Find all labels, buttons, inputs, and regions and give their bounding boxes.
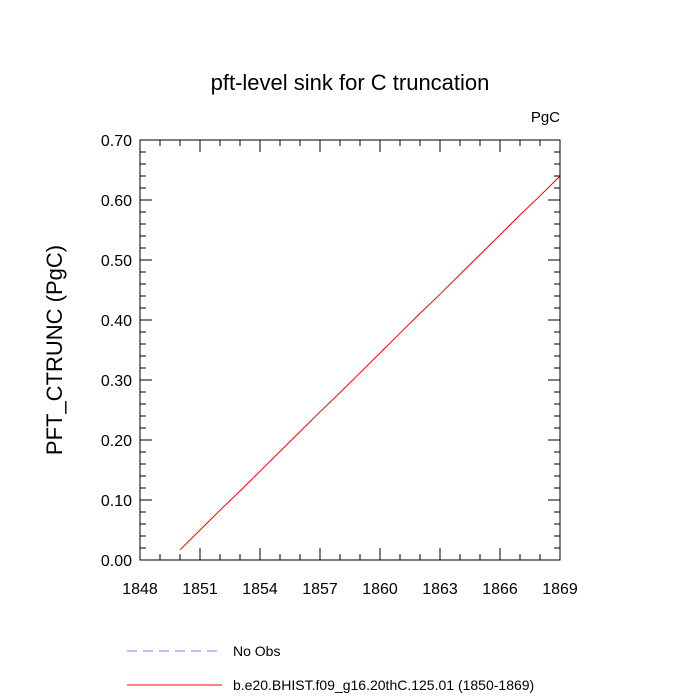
x-tick-label: 1866 [482,581,518,598]
y-tick-label: 0.10 [101,493,132,510]
series-line [179,175,561,551]
y-tick-label: 0.30 [101,373,132,390]
x-tick-label: 1869 [542,581,578,598]
y-tick-label: 0.40 [101,313,132,330]
x-tick-label: 1857 [302,581,338,598]
series-lines [179,175,561,551]
chart-title: pft-level sink for C truncation [211,70,490,95]
x-tick-label: 1863 [422,581,458,598]
y-tick-label: 0.50 [101,253,132,270]
plot-frame [139,139,561,561]
y-axis-label: PFT_CTRUNC (PgC) [42,245,67,455]
axis-ticks [139,139,561,561]
x-tick-label: 1848 [122,581,158,598]
x-tick-labels: 1848 1851 1854 1857 1860 1863 1866 1869 [122,581,578,598]
legend-label: No Obs [233,643,280,659]
x-tick-label: 1854 [242,581,278,598]
y-tick-label: 0.20 [101,433,132,450]
y-tick-label: 0.60 [101,193,132,210]
x-tick-label: 1860 [362,581,398,598]
y-tick-label: 0.00 [101,553,132,570]
x-tick-label: 1851 [182,581,218,598]
units-label: PgC [531,109,560,126]
legend-label: b.e20.BHIST.f09_g16.20thC.125.01 (1850-1… [233,677,534,693]
y-tick-labels: 0.00 0.10 0.20 0.30 0.40 0.50 0.60 0.70 [101,133,132,570]
legend: No Obs b.e20.BHIST.f09_g16.20thC.125.01 (… [127,643,534,693]
y-tick-label: 0.70 [101,133,132,150]
